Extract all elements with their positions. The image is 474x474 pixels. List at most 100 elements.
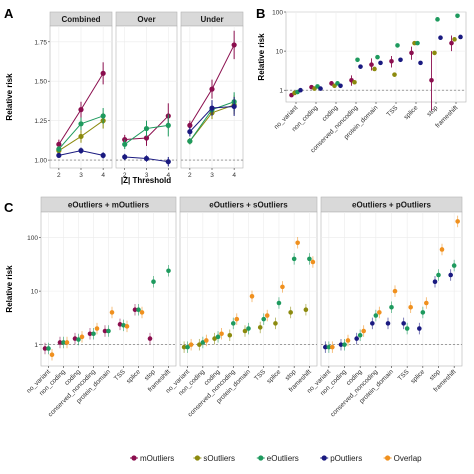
c-point (392, 288, 398, 294)
c-y-tick-label: 10 (31, 289, 39, 296)
c-point (230, 321, 236, 326)
c-point (188, 342, 194, 347)
c-y-tick-label: 100 (27, 235, 38, 242)
c-point (261, 316, 267, 322)
a-x-tick-label: 3 (145, 172, 149, 179)
c-point (377, 310, 382, 315)
b-point (378, 60, 383, 66)
c-point (91, 331, 96, 337)
a-point (187, 138, 193, 144)
c-y-tick-label: 1 (34, 342, 38, 349)
a-x-tick-label: 4 (166, 172, 170, 179)
c-point (61, 340, 66, 345)
a-point (100, 152, 106, 158)
c-point (326, 344, 332, 350)
b-point (409, 50, 414, 56)
c-point (451, 263, 457, 268)
c-point (432, 279, 438, 284)
c-point (455, 219, 460, 224)
a-x-tick-label: 3 (79, 172, 83, 179)
c-point (121, 323, 126, 328)
c-point (139, 310, 145, 315)
a-facet-label: Under (200, 15, 223, 24)
c-point (439, 247, 445, 252)
b-point (395, 43, 400, 48)
c-point (417, 326, 422, 331)
panel-a: Relative risk 1.00 1.25 1.50 1.75 Combined 2 3 4… (5, 11, 244, 185)
c-point (288, 310, 293, 315)
c-point (370, 321, 375, 326)
b-point (435, 17, 440, 22)
c-point (357, 332, 363, 338)
b-point (372, 66, 377, 72)
b-point (438, 35, 443, 41)
c-point (212, 336, 217, 341)
b-y-axis-title: Relative risk (257, 33, 266, 81)
c-point (102, 328, 108, 334)
legend-key (131, 455, 137, 461)
b-point (298, 87, 303, 93)
a-point (143, 155, 150, 162)
a-point (100, 113, 106, 119)
b-point (352, 79, 357, 85)
c-point (181, 344, 187, 350)
a-point (56, 141, 62, 147)
c-point (215, 334, 221, 340)
legend-label: Overlap (394, 454, 423, 463)
c-point (295, 240, 300, 246)
c-point (373, 313, 379, 318)
a-x-tick-label: 4 (232, 172, 236, 179)
a-point (78, 133, 84, 140)
c-point (200, 340, 206, 345)
legend-label: sOutliers (203, 454, 235, 463)
c-y-axis-title: Relative risk (5, 265, 14, 313)
c-point (151, 279, 156, 284)
a-y-tick-label: 1.50 (34, 79, 47, 86)
c-point (249, 294, 255, 299)
c-point (338, 342, 344, 347)
c-point (342, 342, 347, 347)
a-facet-label: Combined (61, 15, 100, 24)
legend-key (258, 455, 264, 461)
b-point (452, 37, 457, 42)
c-facet-label: eOutliers + mOutliers (68, 201, 150, 210)
a-point (187, 129, 193, 135)
c-point (64, 340, 70, 345)
c-point (280, 284, 285, 290)
c-point (330, 344, 335, 350)
legend-key (194, 455, 200, 461)
b-x-tick-label: splice (403, 104, 420, 121)
legend-label: eOutliers (267, 454, 299, 463)
a-x-axis-title: |Z| Threshold (121, 176, 171, 185)
a-point (56, 152, 62, 158)
b-point (355, 57, 360, 63)
b-point (369, 62, 374, 67)
b-point (338, 83, 343, 89)
a-point (78, 148, 84, 154)
a-point (231, 103, 237, 110)
b-point (449, 40, 454, 46)
a-point (100, 70, 106, 76)
a-point (187, 122, 193, 128)
c-point (345, 338, 351, 343)
c-point (354, 336, 359, 341)
a-point (165, 159, 171, 165)
c-point (106, 328, 111, 334)
c-point (204, 338, 209, 343)
c-point (136, 307, 141, 312)
c-point (94, 326, 100, 331)
legend: mOutliers sOutliers eOutliers pOutliers Over… (130, 454, 422, 463)
c-x-tick-label: splice (125, 368, 142, 385)
c-point (448, 272, 453, 278)
b-y-tick-label: 1 (279, 88, 283, 95)
a-point (78, 107, 84, 113)
c-point (219, 331, 224, 337)
c-point (408, 304, 413, 310)
c-point (166, 268, 171, 274)
c-point (242, 328, 248, 334)
a-x-tick-label: 2 (123, 172, 127, 179)
c-point (420, 310, 426, 315)
a-point (143, 125, 150, 132)
a-point (209, 105, 215, 111)
c-x-tick-label: splice (410, 368, 427, 385)
